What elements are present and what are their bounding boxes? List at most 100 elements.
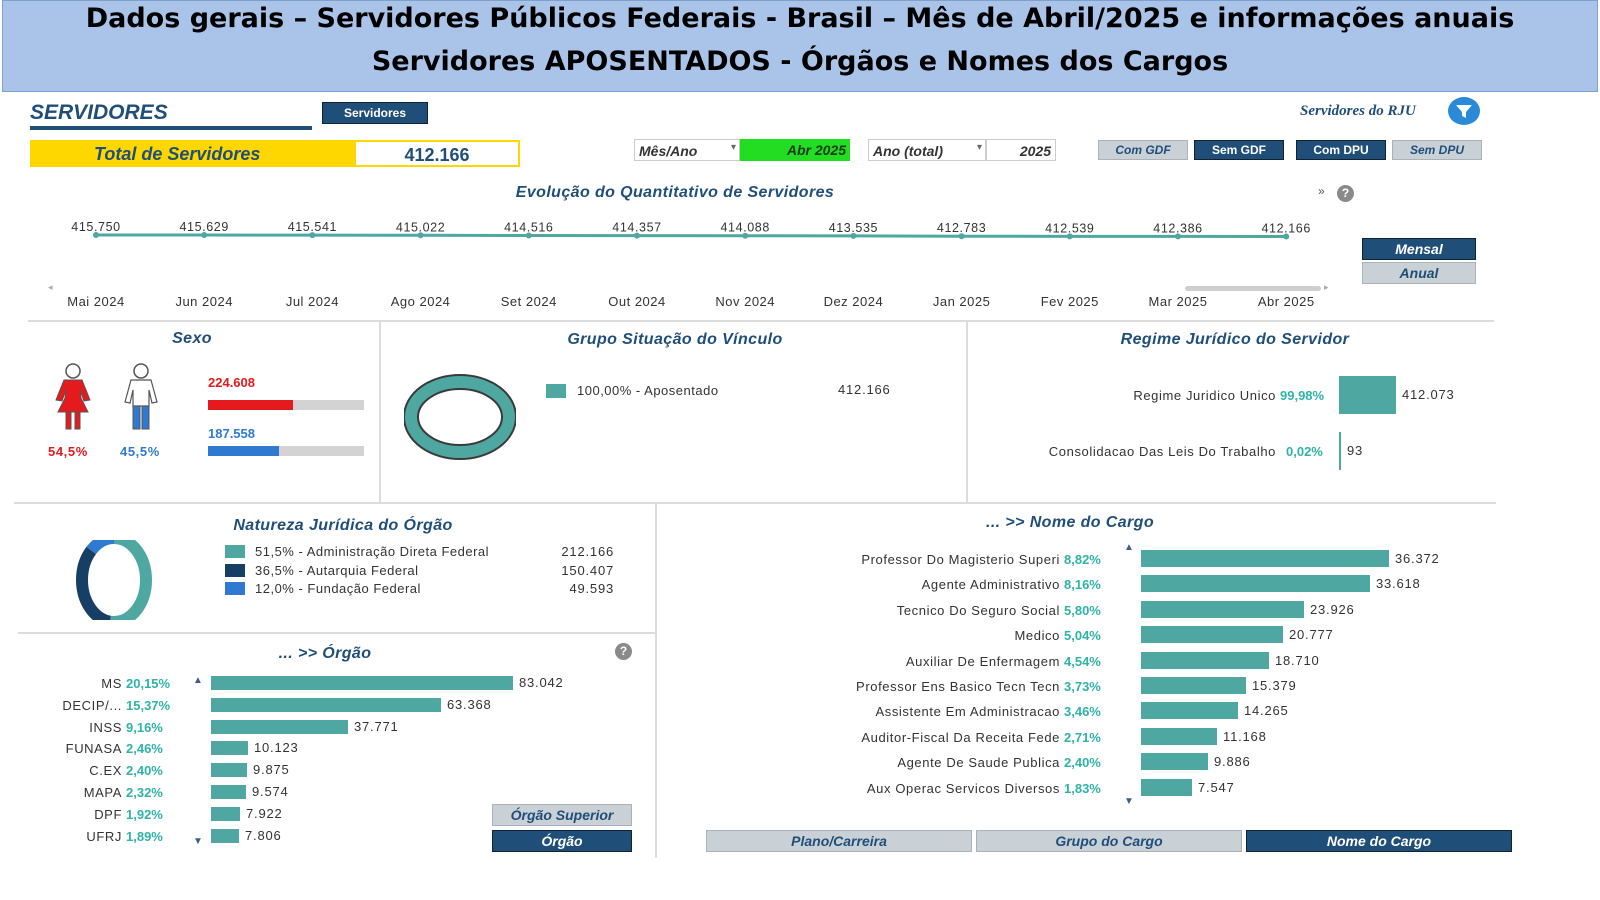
- total-label-box: Total de Servidores: [30, 140, 354, 167]
- chart-scrollbar[interactable]: [1185, 286, 1321, 291]
- natureza-legend-value: 49.593: [569, 581, 614, 596]
- cargo-bar[interactable]: [1141, 626, 1283, 644]
- tab-grupo-cargo[interactable]: Grupo do Cargo: [976, 830, 1242, 852]
- ano-total-select[interactable]: Ano (total) ▾: [868, 139, 986, 161]
- mes-ano-select[interactable]: Mês/Ano ▾: [634, 139, 740, 161]
- evolucao-point[interactable]: [309, 232, 316, 239]
- orgao-row-label: DPF: [94, 806, 122, 822]
- evolucao-point[interactable]: [417, 232, 424, 239]
- orgao-button[interactable]: Órgão: [492, 830, 632, 852]
- evolucao-point[interactable]: [850, 232, 857, 239]
- cargo-row-value: 36.372: [1395, 551, 1440, 566]
- orgao-bar[interactable]: [211, 763, 247, 778]
- cargo-bar[interactable]: [1141, 753, 1208, 771]
- scroll-down-icon[interactable]: ▼: [193, 836, 203, 847]
- orgao-superior-button[interactable]: Órgão Superior: [492, 804, 632, 826]
- orgao-row-value: 63.368: [447, 696, 492, 712]
- orgao-row-pct: 2,40%: [126, 763, 163, 779]
- evolucao-point[interactable]: [525, 232, 532, 239]
- evolucao-point[interactable]: [201, 232, 208, 239]
- help-icon[interactable]: ?: [1337, 185, 1354, 202]
- orgao-row-label: C.EX: [89, 763, 122, 779]
- tab-nome-cargo[interactable]: Nome do Cargo: [1246, 830, 1512, 852]
- regime-row-pct: 0,02%: [1286, 444, 1323, 459]
- scroll-left-icon[interactable]: ◂: [48, 282, 53, 292]
- orgao-row-value: 9.574: [252, 784, 289, 799]
- regime-bar[interactable]: [1339, 432, 1341, 470]
- tab-plano-carreira[interactable]: Plano/Carreira: [706, 830, 972, 852]
- evolucao-chart: 415.750 Mai 2024 415.629 Jun 2024 415.541 Jul…: [67, 220, 1314, 309]
- evolucao-point[interactable]: [742, 232, 749, 239]
- banner-title-line1: Dados gerais – Servidores Públicos Feder…: [85, 3, 1515, 34]
- total-label: Total de Servidores: [94, 144, 261, 164]
- scroll-down-icon[interactable]: ▼: [1124, 796, 1134, 807]
- orgao-row-value: 10.123: [254, 740, 299, 756]
- cargo-row-value: 18.710: [1275, 652, 1320, 668]
- orgao-bar[interactable]: [211, 741, 248, 756]
- evolucao-point[interactable]: [1283, 233, 1290, 240]
- cargo-row-value: 20.777: [1289, 627, 1334, 643]
- cargo-bar[interactable]: [1141, 702, 1238, 720]
- cargo-row-label: Professor Ens Basico Tecn Tecn: [856, 679, 1060, 694]
- scroll-up-icon[interactable]: ▲: [1124, 542, 1134, 553]
- evolucao-data-label: 415.022: [396, 220, 445, 234]
- ano-total-value-box[interactable]: 2025: [986, 139, 1056, 161]
- orgao-bar[interactable]: [211, 676, 513, 690]
- regime-bar[interactable]: [1339, 376, 1396, 414]
- cargo-bar[interactable]: [1141, 727, 1217, 745]
- evolucao-point[interactable]: [634, 232, 640, 239]
- anual-button[interactable]: Anual: [1362, 262, 1476, 284]
- cargo-row-pct: 5,80%: [1064, 602, 1101, 618]
- com-dpu-button[interactable]: Com DPU: [1296, 140, 1386, 160]
- cargo-row-label: Professor Do Magisterio Superi: [861, 552, 1060, 567]
- evolucao-point[interactable]: [1175, 233, 1181, 240]
- orgao-bar[interactable]: [211, 806, 240, 821]
- cargo-bar[interactable]: [1141, 550, 1389, 567]
- divider: [28, 320, 1494, 322]
- sem-dpu-button[interactable]: Sem DPU: [1392, 140, 1482, 160]
- cargo-bar[interactable]: [1141, 575, 1370, 593]
- cargo-bar[interactable]: [1141, 600, 1304, 618]
- orgao-bar[interactable]: [211, 785, 246, 799]
- orgao-row-label: FUNASA: [65, 741, 122, 757]
- natureza-slice[interactable]: [76, 540, 152, 620]
- female-icon: [55, 363, 91, 430]
- evolucao-title: Evolução do Quantitativo de Servidores: [515, 184, 835, 201]
- mensal-button[interactable]: Mensal: [1362, 238, 1476, 260]
- evolucao-point[interactable]: [1066, 233, 1073, 240]
- mes-ano-value-box[interactable]: Abr 2025: [740, 139, 850, 161]
- expand-icon[interactable]: »: [1318, 184, 1325, 198]
- help-icon[interactable]: ?: [615, 643, 632, 660]
- orgao-bar[interactable]: [211, 828, 239, 843]
- total-value-box: 412.166: [354, 140, 520, 167]
- natureza-slice[interactable]: [76, 540, 152, 620]
- regime-row-label: Regime Juridico Unico: [1133, 388, 1276, 403]
- com-gdf-button[interactable]: Com GDF: [1098, 140, 1188, 160]
- legend-swatch: [225, 545, 245, 558]
- evolucao-data-label: 413.535: [829, 221, 878, 235]
- cargo-row-pct: 2,71%: [1064, 729, 1101, 745]
- orgao-bar[interactable]: [211, 719, 348, 734]
- servidores-nav-button[interactable]: Servidores: [322, 102, 428, 124]
- title-underline: [30, 126, 312, 130]
- orgao-row-label: MAPA: [83, 785, 122, 800]
- cargo-bar[interactable]: [1141, 778, 1192, 796]
- evolucao-point[interactable]: [958, 233, 965, 240]
- sexo-title: Sexo: [172, 330, 212, 347]
- natureza-legend-label: 36,5% - Autarquia Federal: [255, 562, 419, 578]
- natureza-donut: [76, 540, 152, 620]
- cargo-bar[interactable]: [1141, 677, 1246, 694]
- filter-icon[interactable]: [1448, 97, 1480, 125]
- cargo-row-pct: 3,46%: [1064, 704, 1101, 720]
- sem-gdf-button[interactable]: Sem GDF: [1194, 140, 1284, 160]
- orgao-row-label: INSS: [89, 719, 122, 735]
- mes-ano-value: Abr 2025: [786, 142, 846, 158]
- scroll-right-icon[interactable]: ▸: [1324, 282, 1329, 292]
- evolucao-point[interactable]: [93, 232, 99, 238]
- ano-total-label: Ano (total): [873, 143, 943, 159]
- cargo-bar[interactable]: [1141, 651, 1269, 669]
- scroll-up-icon[interactable]: ▲: [193, 675, 203, 686]
- evolucao-data-label: 412.166: [1262, 222, 1311, 236]
- natureza-title: Natureza Jurídica do Órgão: [233, 517, 453, 534]
- orgao-bar[interactable]: [211, 697, 441, 712]
